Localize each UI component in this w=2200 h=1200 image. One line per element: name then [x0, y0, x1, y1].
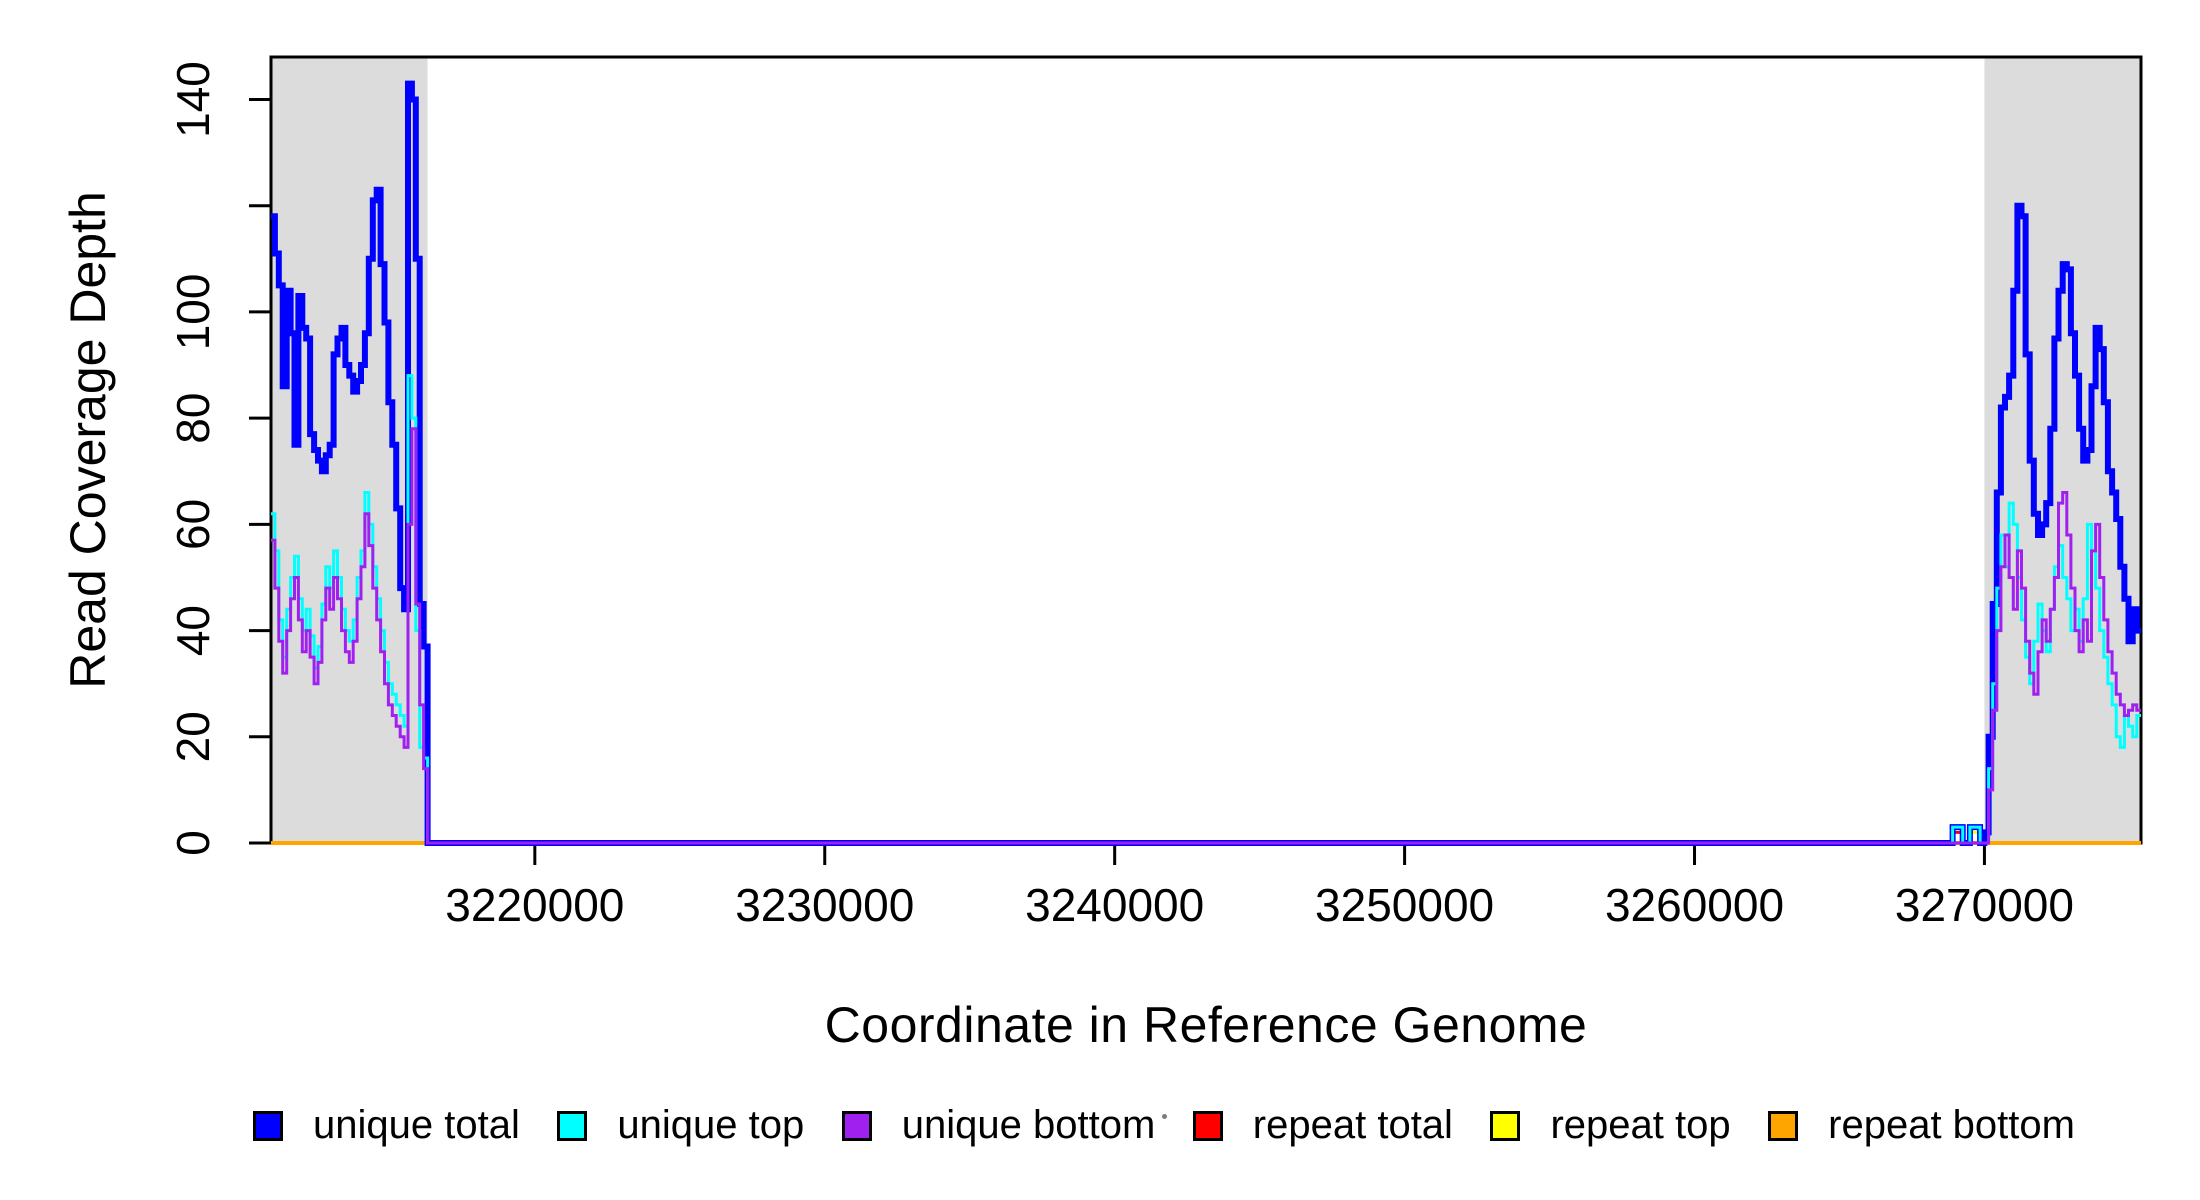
legend-label: unique top [617, 1103, 805, 1147]
y-tick-label: 40 [167, 605, 219, 656]
legend-item-unique-bottom: unique bottom [841, 1103, 1156, 1148]
legend-label: repeat bottom [1828, 1103, 2075, 1147]
x-tick-label: 3250000 [1315, 879, 1494, 931]
y-tick-label: 80 [167, 393, 219, 444]
x-axis-title: Coordinate in Reference Genome [824, 997, 1588, 1053]
y-tick-label: 60 [167, 499, 219, 550]
legend-label: unique bottom [901, 1103, 1156, 1147]
unique-total-swatch-icon [253, 1110, 283, 1141]
y-axis-title: Read Coverage Depth [60, 191, 116, 689]
x-tick-label: 3220000 [445, 879, 624, 931]
series-line-unique-bottom [271, 427, 2141, 845]
legend-label: unique total [313, 1103, 520, 1147]
legend-item-repeat-total: repeat total [1192, 1103, 1453, 1148]
y-tick-label: 0 [167, 830, 219, 856]
x-tick-label: 3260000 [1605, 879, 1784, 931]
legend-item-unique-top: unique top [557, 1103, 804, 1148]
x-tick-label: 3270000 [1895, 879, 2074, 931]
repeat-bottom-swatch-icon [1768, 1110, 1799, 1141]
legend-item-unique-total: unique total [253, 1103, 520, 1148]
y-tick-label: 20 [167, 711, 219, 762]
unique-top-swatch-icon [557, 1110, 588, 1141]
x-tick-label: 3240000 [1025, 879, 1204, 931]
repeat-top-swatch-icon [1490, 1110, 1521, 1141]
legend-label: repeat top [1550, 1103, 1731, 1147]
plot-box [269, 55, 2143, 845]
y-tick-label: 140 [167, 61, 219, 138]
unique-bottom-swatch-icon [841, 1110, 872, 1141]
series-line-unique-top [271, 374, 2141, 845]
legend-item-repeat-top: repeat top [1490, 1103, 1731, 1148]
repeat-total-swatch-icon [1192, 1110, 1223, 1141]
legend-item-repeat-bottom: repeat bottom [1768, 1103, 2075, 1148]
y-tick-label: 100 [167, 274, 219, 351]
x-tick-label: 3230000 [735, 879, 914, 931]
series-line-unique-total [271, 80, 2141, 846]
stray-dot-artifact [1162, 1114, 1167, 1119]
legend-label: repeat total [1252, 1103, 1453, 1147]
legend: unique total unique top unique bottom re… [253, 1103, 2075, 1148]
